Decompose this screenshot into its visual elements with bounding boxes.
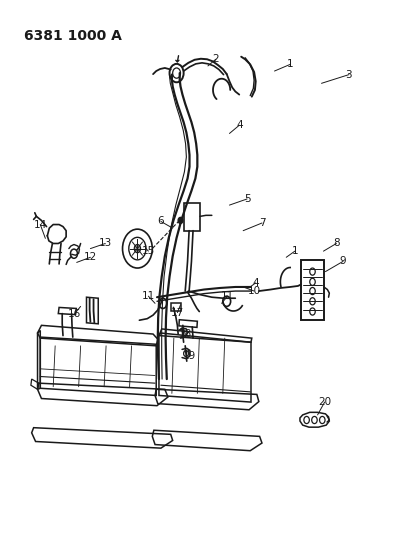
Text: 2: 2 xyxy=(213,54,219,64)
Text: 17: 17 xyxy=(171,308,184,318)
Circle shape xyxy=(178,217,183,223)
Text: 4: 4 xyxy=(236,120,243,130)
Text: 7: 7 xyxy=(259,218,265,228)
Text: 6: 6 xyxy=(157,216,164,227)
Text: 18: 18 xyxy=(179,329,192,339)
Text: 19: 19 xyxy=(182,351,196,361)
Text: 15: 15 xyxy=(142,246,155,256)
Text: 11: 11 xyxy=(221,291,234,301)
Text: 16: 16 xyxy=(68,309,81,319)
Text: 6381 1000 A: 6381 1000 A xyxy=(24,29,122,43)
Text: 1: 1 xyxy=(292,246,298,256)
Text: 1: 1 xyxy=(287,59,293,69)
Text: 13: 13 xyxy=(99,238,112,248)
Text: 12: 12 xyxy=(84,252,97,262)
Text: 11: 11 xyxy=(142,291,155,301)
Text: 20: 20 xyxy=(318,397,331,407)
Circle shape xyxy=(134,245,140,253)
Text: 8: 8 xyxy=(333,238,340,248)
Text: 5: 5 xyxy=(244,194,251,204)
Text: 9: 9 xyxy=(340,256,346,266)
Text: 10: 10 xyxy=(248,286,261,296)
Text: 4: 4 xyxy=(253,278,259,288)
Text: 14: 14 xyxy=(33,220,47,230)
Text: 3: 3 xyxy=(346,70,352,79)
